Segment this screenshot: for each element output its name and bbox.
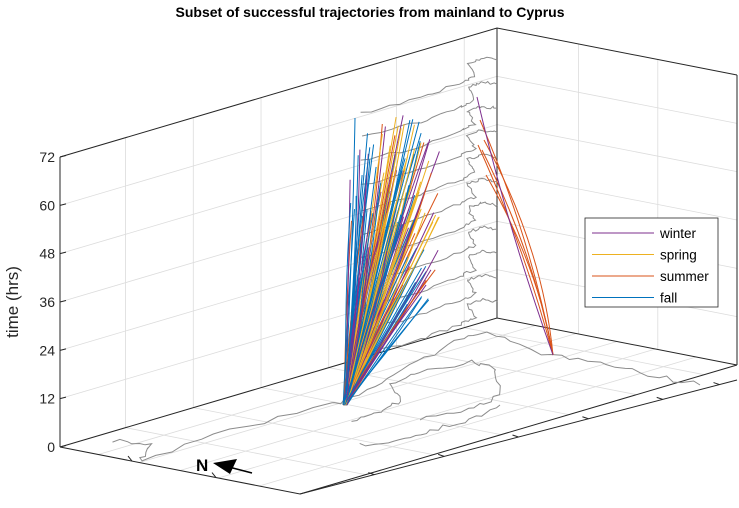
legend[interactable]: winter spring summer fall — [584, 217, 719, 308]
z-tick — [59, 203, 67, 206]
trajectory-spring — [342, 216, 440, 406]
floor-gridline — [259, 356, 697, 487]
z-axis-ticks: 0 12 24 36 48 60 72 — [39, 149, 67, 455]
chart-title: Subset of successful trajectories from m… — [176, 4, 565, 20]
trajectory-winter — [345, 232, 381, 406]
z-axis-label: time (hrs) — [3, 266, 22, 338]
y-tick — [582, 416, 589, 420]
trajectory-fall — [344, 297, 422, 406]
legend-label-summer: summer — [660, 269, 709, 284]
y-tick — [512, 434, 519, 438]
coastline-slice — [360, 225, 497, 282]
floor-coastline — [112, 331, 701, 462]
z-tick-label: 60 — [39, 197, 55, 213]
z-tick-label: 36 — [39, 294, 55, 310]
coastline-slice — [362, 297, 498, 355]
legend-box — [584, 217, 719, 308]
coastline-slice — [362, 273, 498, 330]
trajectory-spring — [344, 230, 386, 406]
coastline-slice — [362, 177, 498, 235]
z-tick-label: 72 — [39, 149, 55, 165]
floor-gridline — [179, 341, 618, 471]
z-tick-label: 12 — [39, 391, 55, 407]
trajectory-fall — [342, 209, 355, 406]
floor-gridline — [218, 348, 656, 479]
trajectory-fall — [345, 202, 352, 406]
y-tick — [713, 382, 720, 386]
x-tick — [127, 455, 133, 462]
trajectory-summer — [485, 174, 554, 356]
north-label: N — [196, 456, 208, 475]
z-tick — [59, 445, 67, 448]
legend-label-spring: spring — [660, 248, 697, 263]
legend-label-fall: fall — [660, 291, 677, 306]
trajectory-summer — [483, 139, 554, 356]
trajectory-spring — [345, 223, 406, 406]
legend-label-winter: winter — [659, 226, 697, 241]
trajectory-winter — [346, 251, 388, 406]
floor-gridline — [139, 333, 577, 463]
front-floor-edge — [59, 364, 738, 495]
x-tick — [211, 472, 217, 478]
coastline-slice — [360, 105, 498, 161]
floor-gridline — [98, 325, 536, 455]
coastline-layer — [112, 56, 701, 462]
y-tick — [438, 453, 445, 457]
y-tick — [368, 472, 375, 476]
coastline-slice — [361, 80, 498, 137]
z-tick — [59, 348, 67, 351]
floor-coastline-inner — [351, 359, 501, 422]
floor-coastline-inner — [359, 404, 501, 447]
coastline-slice — [360, 56, 498, 113]
z-tick — [59, 396, 67, 400]
coastline-slice — [361, 153, 498, 212]
z-tick — [59, 300, 67, 303]
trajectories-layer — [342, 96, 554, 406]
z-tick-label: 48 — [39, 246, 55, 262]
z-tick — [59, 155, 67, 158]
z-tick — [59, 251, 67, 255]
trajectory-winter — [343, 249, 439, 406]
trajectory-fall — [345, 119, 414, 406]
axes-frame — [59, 27, 738, 495]
trajectory-fall — [344, 267, 422, 406]
z-tick-label: 0 — [47, 439, 55, 455]
trajectory-winter — [476, 96, 554, 356]
north-arrow-head — [213, 459, 237, 474]
trajectory-fall — [345, 175, 363, 406]
trajectory-summer — [477, 144, 554, 356]
trajectory-fall — [343, 214, 402, 406]
y-tick — [656, 396, 663, 400]
north-arrow: N — [196, 456, 253, 475]
z-tick-label: 24 — [39, 342, 55, 358]
